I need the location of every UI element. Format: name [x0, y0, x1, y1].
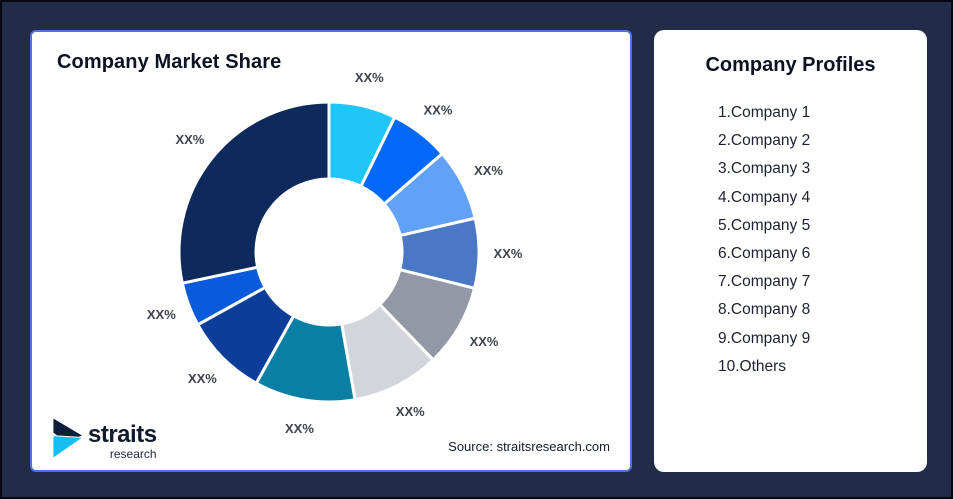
- company-list-item: 10.Others: [718, 357, 787, 375]
- slice-label: XX%: [424, 102, 453, 117]
- donut-slice-others: [177, 100, 331, 285]
- company-list-item: 2.Company 2: [718, 132, 811, 150]
- company-list-item: 3.Company 3: [718, 160, 811, 178]
- slice-label: XX%: [494, 246, 523, 261]
- company-list-item: 8.Company 8: [718, 301, 811, 319]
- company-list-item: 5.Company 5: [718, 216, 811, 234]
- donut-chart: XX% XX% XX% XX% XX% XX% XX% XX% XX% XX%: [147, 70, 523, 436]
- logo-text: straits research: [88, 421, 157, 461]
- company-list: 1.Company 1 2.Company 2 3.Company 3 4.Compa…: [654, 99, 927, 381]
- slice-label: XX%: [285, 421, 314, 436]
- company-list-item: 9.Company 9: [718, 329, 811, 347]
- slice-label: XX%: [147, 307, 176, 322]
- slice-label: XX%: [396, 404, 425, 419]
- slice-label: XX%: [355, 70, 384, 85]
- slice-label: XX%: [175, 132, 204, 147]
- company-list-item: 7.Company 7: [718, 273, 811, 291]
- company-list-item: 4.Company 4: [718, 188, 811, 206]
- logo-subtext: research: [109, 447, 157, 461]
- straits-logo: straits research: [52, 416, 157, 460]
- profiles-title: Company Profiles: [705, 54, 876, 76]
- logo-wordmark: straits: [88, 421, 157, 448]
- market-share-panel: XX% XX% XX% XX% XX% XX% XX% XX% XX% XX% Company M…: [30, 30, 632, 472]
- company-profiles-panel: Company Profiles 1.Company 1 2.Company 2 3…: [654, 30, 927, 472]
- source-text: Source: straitsresearch.com: [448, 439, 610, 454]
- slice-label: XX%: [470, 334, 499, 349]
- company-list-item: 6.Company 6: [718, 245, 811, 263]
- slice-label: XX%: [188, 371, 217, 386]
- chart-title: Company Market Share: [57, 51, 282, 73]
- slice-label: XX%: [474, 163, 503, 178]
- company-list-item: 1.Company 1: [718, 104, 811, 121]
- straits-logo-icon: [52, 416, 84, 459]
